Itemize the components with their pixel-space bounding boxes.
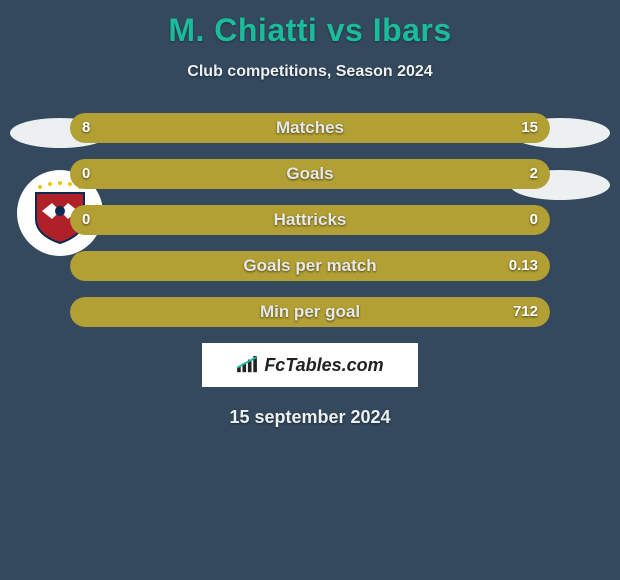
metric-label: Goals per match <box>243 251 376 281</box>
value-left: 0 <box>82 205 90 235</box>
chart-row: 712 Min per goal <box>70 297 550 327</box>
brand-box: FcTables.com <box>202 343 418 387</box>
brand-label: FcTables.com <box>264 355 383 376</box>
value-right: 0 <box>530 205 538 235</box>
bar-chart-icon <box>236 356 258 374</box>
metric-label: Matches <box>276 113 344 143</box>
value-right: 0.13 <box>509 251 538 281</box>
comparison-chart: 8 15 Matches 0 2 Goals 0 0 Hattricks 0.13 Goals pe… <box>70 113 550 327</box>
value-left: 8 <box>82 113 90 143</box>
metric-label: Min per goal <box>260 297 360 327</box>
value-right: 2 <box>530 159 538 189</box>
metric-label: Hattricks <box>274 205 347 235</box>
chart-row: 8 15 Matches <box>70 113 550 143</box>
value-right: 15 <box>521 113 538 143</box>
date-label: 15 september 2024 <box>0 407 620 428</box>
chart-row: 0 2 Goals <box>70 159 550 189</box>
value-right: 712 <box>513 297 538 327</box>
chart-row: 0 0 Hattricks <box>70 205 550 235</box>
page-subtitle: Club competitions, Season 2024 <box>0 63 620 81</box>
page-title: M. Chiatti vs Ibars <box>0 0 620 49</box>
chart-row: 0.13 Goals per match <box>70 251 550 281</box>
metric-label: Goals <box>286 159 333 189</box>
value-left: 0 <box>82 159 90 189</box>
bar-left <box>70 113 237 143</box>
